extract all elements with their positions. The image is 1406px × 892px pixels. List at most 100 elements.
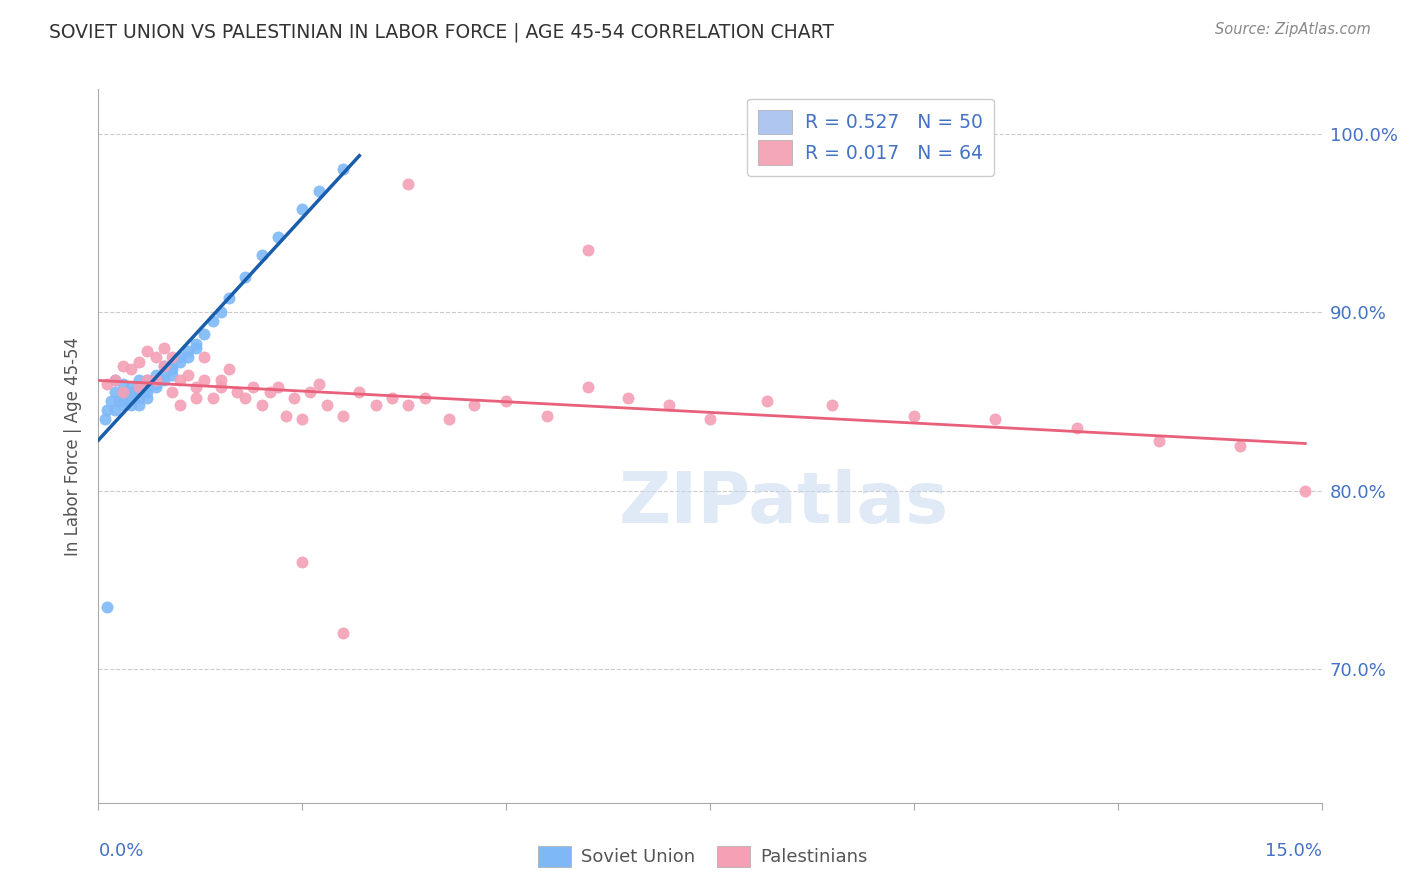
Point [201, 391, 224, 405]
Point [193, 326, 215, 341]
Point [120, 391, 142, 405]
Point [136, 391, 159, 405]
Point [699, 412, 721, 426]
Point [169, 373, 191, 387]
Point [152, 359, 174, 373]
Point [177, 350, 200, 364]
Point [186, 391, 208, 405]
Point [536, 409, 558, 423]
Point [128, 355, 150, 369]
Point [291, 202, 314, 216]
Point [291, 412, 314, 426]
Point [259, 385, 281, 400]
Point [332, 162, 354, 177]
Point [349, 385, 371, 400]
Point [299, 385, 322, 400]
Point [364, 398, 387, 412]
Point [152, 373, 174, 387]
Point [177, 344, 200, 359]
Point [756, 394, 779, 409]
Point [308, 376, 330, 391]
Point [104, 373, 127, 387]
Point [250, 398, 273, 412]
Point [120, 380, 142, 394]
Point [145, 373, 167, 387]
Point [96, 376, 118, 391]
Text: 0.0%: 0.0% [98, 842, 143, 860]
Point [128, 373, 150, 387]
Point [160, 368, 183, 382]
Point [136, 344, 159, 359]
Point [315, 398, 337, 412]
Point [108, 394, 131, 409]
Point [136, 373, 159, 387]
Legend: R = 0.527   N = 50, R = 0.017   N = 64: R = 0.527 N = 50, R = 0.017 N = 64 [747, 99, 994, 176]
Point [576, 243, 599, 257]
Point [308, 184, 330, 198]
Point [1066, 421, 1088, 435]
Point [495, 394, 517, 409]
Point [111, 376, 134, 391]
Point [201, 314, 224, 328]
Point [136, 380, 159, 394]
Point [332, 409, 354, 423]
Point [186, 337, 208, 351]
Point [332, 626, 354, 640]
Point [104, 403, 127, 417]
Point [233, 269, 256, 284]
Point [169, 350, 191, 364]
Point [250, 248, 273, 262]
Point [209, 380, 232, 394]
Point [267, 380, 290, 394]
Point [104, 373, 127, 387]
Point [984, 412, 1007, 426]
Point [160, 359, 183, 373]
Point [218, 362, 240, 376]
Point [274, 409, 297, 423]
Point [821, 398, 844, 412]
Point [111, 398, 134, 412]
Text: SOVIET UNION VS PALESTINIAN IN LABOR FORCE | AGE 45-54 CORRELATION CHART: SOVIET UNION VS PALESTINIAN IN LABOR FOR… [49, 22, 834, 42]
Point [160, 385, 183, 400]
Point [242, 380, 264, 394]
Legend: Soviet Union, Palestinians: Soviet Union, Palestinians [531, 838, 875, 874]
Point [267, 230, 290, 244]
Point [1147, 434, 1170, 448]
Point [145, 350, 167, 364]
Point [111, 385, 134, 400]
Point [193, 373, 215, 387]
Point [136, 385, 159, 400]
Point [128, 385, 150, 400]
Point [209, 305, 232, 319]
Point [381, 391, 404, 405]
Y-axis label: In Labor Force | Age 45-54: In Labor Force | Age 45-54 [65, 336, 83, 556]
Point [96, 599, 118, 614]
Point [193, 350, 215, 364]
Point [903, 409, 925, 423]
Point [160, 350, 183, 364]
Point [209, 373, 232, 387]
Point [94, 412, 117, 426]
Point [128, 391, 150, 405]
Point [396, 398, 419, 412]
Point [658, 398, 681, 412]
Point [177, 368, 200, 382]
Point [218, 291, 240, 305]
Point [152, 368, 174, 382]
Text: 15.0%: 15.0% [1264, 842, 1322, 860]
Point [576, 380, 599, 394]
Point [186, 341, 208, 355]
Point [96, 403, 118, 417]
Point [152, 359, 174, 373]
Point [160, 362, 183, 376]
Point [128, 380, 150, 394]
Point [617, 391, 640, 405]
Text: Source: ZipAtlas.com: Source: ZipAtlas.com [1215, 22, 1371, 37]
Point [111, 394, 134, 409]
Point [169, 355, 191, 369]
Point [1229, 439, 1251, 453]
Point [413, 391, 436, 405]
Point [226, 385, 249, 400]
Point [463, 398, 485, 412]
Point [100, 394, 122, 409]
